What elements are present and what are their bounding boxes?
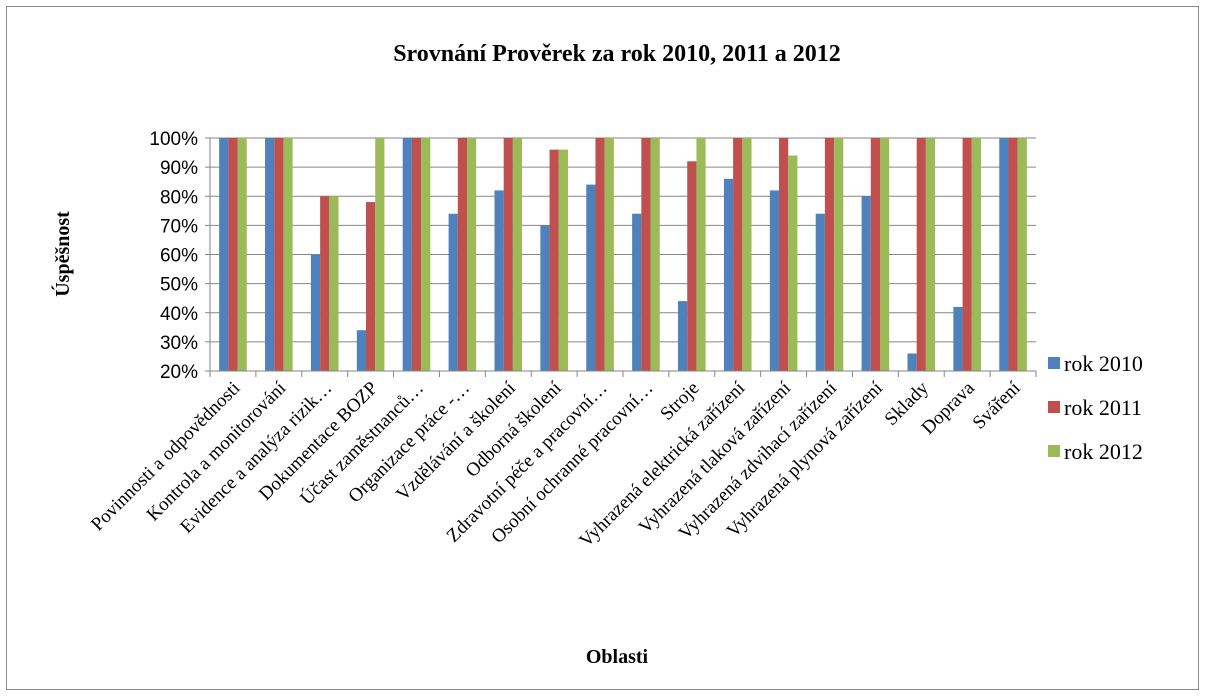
bar [310,254,321,371]
bar [402,138,412,371]
y-tick-label: 30% [160,333,198,354]
bar [356,330,367,371]
y-tick-label: 90% [160,158,198,179]
bar [733,138,743,371]
bar [549,149,559,371]
bar [466,138,477,371]
bar [815,213,825,371]
y-tick-label: 100% [149,129,198,150]
bar [971,138,981,371]
bar [604,138,614,371]
y-tick-label: 20% [160,362,198,383]
bar [329,196,339,371]
bar [999,138,1009,371]
bar [448,213,458,371]
legend-label: rok 2012 [1064,439,1143,464]
bar [595,138,605,371]
bar-chart: Srovnání Prověrek za rok 2010, 2011 a 20… [50,41,1143,668]
bar [879,138,890,371]
gridlines [210,137,1036,343]
bar [228,138,238,371]
bar [916,138,926,371]
bar [641,138,651,371]
bars [219,138,1027,371]
bar [650,138,660,371]
legend: rok 2010 rok 2011 rok 2012 [1048,351,1143,464]
bar [219,138,229,371]
bar [723,178,734,371]
bar [769,190,780,371]
bar [1008,138,1018,371]
legend-label: rok 2010 [1064,351,1143,376]
x-category-label: Doprava [918,377,980,439]
chart-area: Srovnání Prověrek za rok 2010, 2011 a 20… [6,6,1199,690]
bar [274,138,284,371]
bar [366,202,376,371]
bar [779,138,789,371]
bar [265,138,275,371]
legend-label: rok 2011 [1064,395,1142,420]
bar [457,138,467,371]
bar [411,138,422,371]
legend-swatch [1048,357,1060,369]
bar [788,155,798,371]
bar [861,196,871,371]
bar [870,138,880,371]
bar [503,138,513,371]
bar [824,138,835,371]
x-category-label: Sváření [969,377,1025,433]
bar [834,138,844,371]
bar [540,225,550,371]
y-tick-label: 50% [160,275,198,296]
bar [742,138,752,371]
bar [907,353,917,371]
bar [237,138,247,371]
bar [320,196,330,371]
bar [696,138,706,371]
bar [283,138,293,371]
x-axis-title: Oblasti [586,646,649,668]
bar [1017,138,1027,371]
y-tick-label: 70% [160,216,198,237]
bar [586,184,596,371]
bar [375,138,385,371]
bar [953,306,963,371]
bar [421,138,431,371]
bar [494,190,504,371]
y-tick-label: 80% [160,187,198,208]
legend-swatch [1048,445,1060,457]
bar [558,149,568,371]
y-tick-label: 40% [160,304,198,325]
y-axis-title: Úspěšnost [50,211,74,297]
bar [632,213,642,371]
bar [687,161,697,371]
bar [925,138,936,371]
y-tick-label: 60% [160,246,198,267]
chart-title: Srovnání Prověrek za rok 2010, 2011 a 20… [393,41,841,67]
bar [962,138,972,371]
bar [512,138,523,371]
legend-swatch [1048,401,1060,413]
bar [678,301,688,371]
